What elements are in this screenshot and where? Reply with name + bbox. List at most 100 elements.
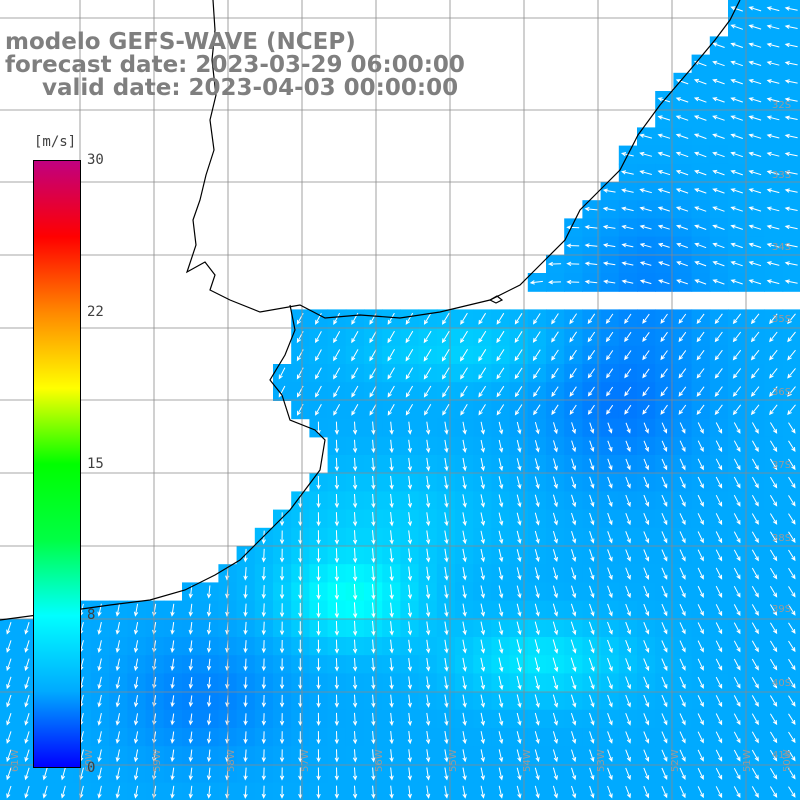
wind-arrow: [298, 658, 303, 672]
wind-arrow: [279, 548, 285, 563]
wind-arrow: [351, 385, 359, 398]
wind-arrow: [607, 603, 613, 617]
wind-arrow: [24, 731, 30, 744]
wind-arrow: [552, 621, 559, 636]
wind-arrow: [693, 133, 707, 140]
wind-arrow: [602, 261, 616, 266]
wind-arrow: [679, 767, 686, 781]
wind-arrow: [352, 512, 358, 527]
wind-arrow: [748, 133, 762, 139]
wind-arrow: [715, 494, 723, 507]
wind-arrow: [589, 512, 595, 526]
wind-arrow: [369, 312, 377, 325]
wind-arrow: [712, 188, 725, 194]
wind-arrow: [389, 421, 394, 435]
wind-arrow: [788, 768, 796, 780]
latitude-label: 34S: [772, 242, 791, 253]
wind-arrow: [625, 476, 631, 489]
wind-arrow: [462, 676, 467, 690]
latitude-label: 35S: [772, 314, 791, 325]
wind-arrow: [751, 640, 759, 653]
wind-arrow: [712, 224, 725, 230]
wind-arrow: [462, 421, 467, 435]
wind-arrow: [788, 549, 796, 562]
wind-arrow: [24, 676, 30, 690]
wind-arrow: [206, 767, 212, 781]
wind-arrow: [462, 585, 467, 599]
map-title-forecast-date: forecast date: 2023-03-29 06:00:00: [5, 52, 465, 78]
wind-arrow: [784, 24, 798, 29]
wind-arrow: [750, 368, 760, 379]
wind-arrow: [334, 658, 339, 672]
wind-arrow: [188, 622, 193, 635]
wind-arrow: [697, 567, 704, 580]
wind-arrow: [696, 386, 705, 397]
wind-arrow: [6, 785, 12, 799]
wind-arrow: [188, 767, 193, 781]
wind-arrow: [766, 6, 780, 12]
wind-arrow: [552, 749, 558, 763]
wind-arrow: [444, 639, 449, 654]
wind-arrow: [407, 658, 412, 672]
wind-arrow: [766, 242, 780, 248]
wind-arrow: [643, 713, 650, 726]
wind-arrow: [460, 312, 468, 325]
wind-arrow: [584, 261, 598, 266]
wind-arrow: [788, 677, 796, 689]
wind-arrow: [97, 658, 102, 672]
wind-arrow: [498, 731, 504, 745]
wind-arrow: [715, 440, 723, 453]
wind-arrow: [407, 712, 412, 727]
wind-arrow: [552, 657, 559, 673]
wind-arrow: [462, 767, 467, 781]
wind-arrow: [625, 494, 631, 508]
wind-arrow: [730, 170, 743, 176]
wind-arrow: [570, 694, 577, 708]
wind-arrow: [679, 658, 686, 671]
wind-arrow: [766, 224, 780, 230]
wind-arrow: [639, 224, 652, 230]
wind-arrow: [766, 79, 780, 84]
wind-arrow: [694, 279, 707, 285]
wind-arrow: [602, 243, 616, 248]
wind-arrow: [676, 279, 688, 285]
wind-arrow: [715, 513, 723, 526]
wind-arrow: [6, 767, 12, 781]
wind-arrow: [697, 440, 704, 453]
wind-arrow: [24, 658, 30, 672]
wind-arrow: [679, 549, 686, 562]
latitude-label: 37S: [772, 460, 791, 471]
wind-arrow: [334, 694, 339, 708]
wind-arrow: [769, 440, 778, 453]
wind-arrow: [352, 530, 358, 545]
wind-arrow: [570, 712, 577, 726]
wind-arrow: [498, 749, 504, 763]
wind-arrow: [316, 548, 321, 563]
wind-arrow: [534, 530, 540, 544]
colorbar-unit: [m/s]: [34, 134, 77, 150]
wind-arrow: [784, 97, 798, 102]
wind-arrow: [115, 767, 120, 781]
wind-arrow: [352, 457, 358, 472]
wind-arrow: [750, 404, 760, 416]
wind-arrow: [730, 6, 743, 12]
wind-arrow: [570, 621, 577, 636]
wind-arrow: [714, 313, 723, 325]
wind-arrow: [733, 731, 741, 744]
wind-arrow: [188, 677, 194, 690]
wind-arrow: [279, 767, 285, 781]
wind-arrow: [407, 439, 412, 454]
wind-arrow: [516, 639, 522, 654]
wind-arrow: [352, 602, 358, 619]
wind-arrow: [766, 133, 780, 139]
wind-arrow: [730, 60, 743, 67]
wind-arrow: [661, 549, 668, 562]
wind-arrow: [679, 494, 686, 507]
wind-arrow: [639, 151, 653, 157]
wind-arrow: [261, 749, 266, 763]
wind-arrow: [679, 640, 686, 653]
wind-arrow: [316, 694, 321, 708]
wind-arrow: [444, 603, 449, 618]
wind-arrow: [425, 439, 431, 454]
wind-arrow: [679, 476, 686, 489]
